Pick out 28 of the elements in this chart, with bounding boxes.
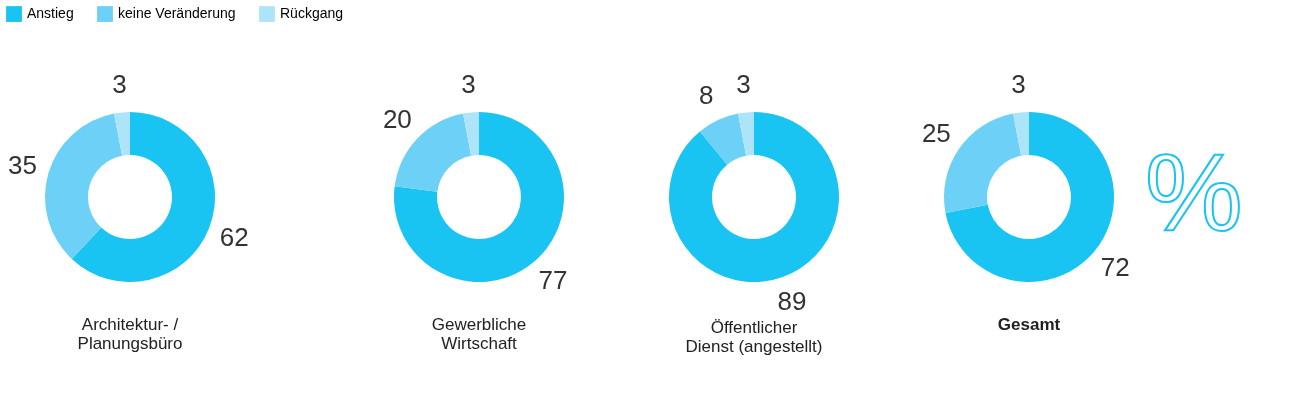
data-label: 3 [112, 69, 127, 100]
data-label: 62 [219, 222, 249, 253]
data-label: 35 [7, 149, 37, 180]
data-label: 3 [736, 69, 751, 100]
data-label: 89 [777, 286, 807, 317]
data-label: 77 [538, 265, 568, 296]
data-label: 72 [1100, 252, 1130, 283]
donut-slice [71, 112, 215, 282]
text: % [1145, 130, 1243, 253]
legend-label: keine Veränderung [118, 5, 236, 22]
donut-slice [738, 112, 754, 156]
text: Öffentlicher Dienst (angestellt) [685, 318, 823, 357]
text: Gesamt [997, 315, 1061, 334]
data-label: 3 [1011, 69, 1026, 100]
data-label: 25 [921, 118, 951, 149]
legend-label: Rückgang [280, 5, 344, 22]
donut-slice [45, 113, 123, 259]
text: Architektur- / Planungsbüro [77, 315, 183, 353]
data-label: 3 [461, 69, 476, 100]
data-label: 20 [382, 104, 412, 135]
donut-slice [669, 112, 839, 282]
donut-slice [463, 112, 479, 156]
data-label: 8 [699, 79, 714, 110]
donut-slice [1013, 112, 1029, 156]
donut-slice [699, 113, 747, 165]
donut-slice [114, 112, 130, 156]
legend-label: Anstieg [27, 5, 74, 22]
text: Gewerbliche Wirtschaft [431, 315, 527, 353]
